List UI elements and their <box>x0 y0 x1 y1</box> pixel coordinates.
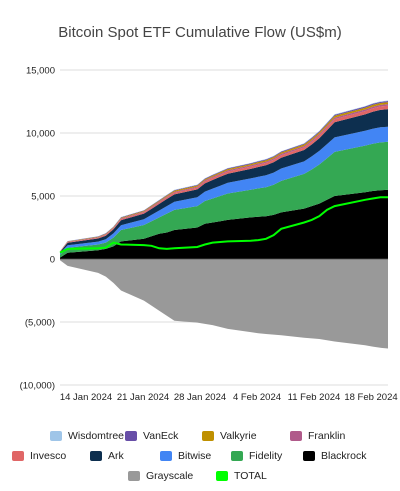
legend-label: Franklin <box>308 430 346 442</box>
legend-item-grayscale: Grayscale <box>128 470 193 482</box>
legend-swatch <box>231 451 243 461</box>
legend-item-fidelity: Fidelity <box>231 450 282 462</box>
y-tick-label: 15,000 <box>26 66 55 77</box>
x-tick-label: 11 Feb 2024 <box>288 392 341 403</box>
legend-label: TOTAL <box>234 470 267 482</box>
y-tick-label: (5,000) <box>25 318 55 329</box>
legend-swatch <box>90 451 102 461</box>
legend-label: Blackrock <box>321 450 367 462</box>
x-tick-label: 18 Feb 2024 <box>344 392 397 403</box>
legend-row: Grayscale TOTAL <box>20 470 390 484</box>
x-tick-label: 28 Jan 2024 <box>174 392 226 403</box>
legend-item-ark: Ark <box>90 450 124 462</box>
legend-swatch <box>128 471 140 481</box>
x-tick-label: 4 Feb 2024 <box>233 392 281 403</box>
legend-label: Wisdomtree <box>68 430 125 442</box>
legend-item-blackrock: Blackrock <box>303 450 367 462</box>
legend-swatch <box>216 471 228 481</box>
legend-item-wisdomtree: Wisdomtree <box>50 430 124 442</box>
legend-swatch <box>160 451 172 461</box>
legend-label: Grayscale <box>146 470 194 482</box>
area-grayscale <box>60 259 388 349</box>
legend-swatch <box>202 431 214 441</box>
y-tick-label: (10,000) <box>20 381 55 392</box>
x-tick-label: 21 Jan 2024 <box>117 392 169 403</box>
legend-swatch <box>50 431 62 441</box>
legend-item-bitwise: Bitwise <box>160 450 211 462</box>
legend-swatch <box>290 431 302 441</box>
x-tick-label: 14 Jan 2024 <box>60 392 112 403</box>
legend-row: Wisdomtree VanEck Valkyrie Franklin <box>20 430 390 444</box>
area-ark <box>60 109 388 254</box>
legend-label: Valkyrie <box>220 430 257 442</box>
area-blackrock <box>60 189 388 259</box>
legend-swatch <box>125 431 137 441</box>
y-tick-label: 10,000 <box>26 129 55 140</box>
legend-item-total: TOTAL <box>216 470 267 482</box>
legend-item-franklin: Franklin <box>290 430 345 442</box>
y-tick-label: 0 <box>50 255 55 266</box>
line-total <box>59 196 388 254</box>
legend-label: Invesco <box>30 450 67 462</box>
legend-label: Bitwise <box>178 450 212 462</box>
legend-item-valkyrie: Valkyrie <box>202 430 257 442</box>
legend-label: Ark <box>108 450 124 462</box>
legend-item-vaneck: VanEck <box>125 430 178 442</box>
legend-label: Fidelity <box>249 450 283 462</box>
y-tick-label: 5,000 <box>31 192 55 203</box>
area-fidelity <box>60 141 388 258</box>
area-bitwise <box>60 126 388 255</box>
legend-label: VanEck <box>143 430 179 442</box>
legend-swatch <box>303 451 315 461</box>
legend-swatch <box>12 451 24 461</box>
legend-item-invesco: Invesco <box>12 450 66 462</box>
legend-row: Invesco Ark Bitwise Fidelity Blackrock <box>12 450 390 464</box>
chart-title: Bitcoin Spot ETF Cumulative Flow (US$m) <box>58 24 342 41</box>
